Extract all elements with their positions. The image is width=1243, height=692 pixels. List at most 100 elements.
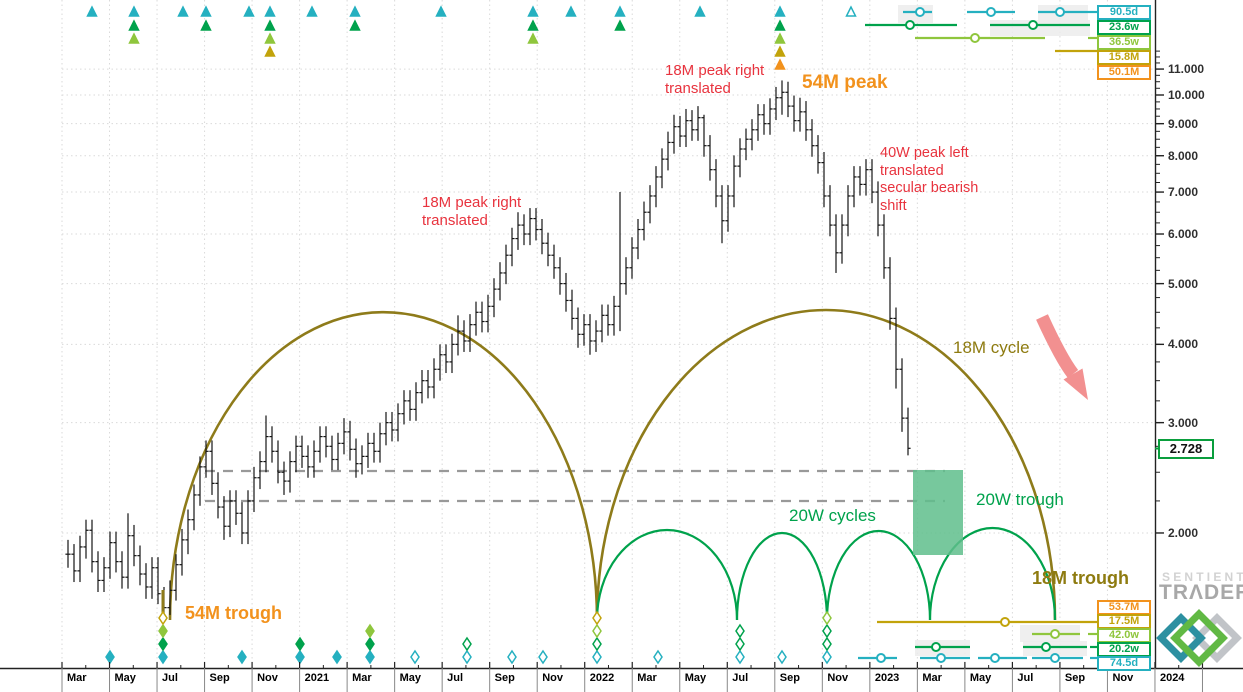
cycle-annotation[interactable]: 18M peak right translated bbox=[422, 194, 522, 230]
bearish-arrow-head[interactable] bbox=[1063, 368, 1089, 401]
cycle-projection-handle[interactable] bbox=[876, 653, 886, 663]
cycle-peak-marker bbox=[264, 5, 276, 17]
cycle-period-label[interactable]: 90.5d bbox=[1097, 5, 1151, 20]
cycle-projection-handle[interactable] bbox=[1050, 629, 1060, 639]
cycle-annotation[interactable]: 54M peak bbox=[802, 72, 888, 93]
cycle-annotation[interactable]: 20W cycles bbox=[789, 506, 876, 525]
time-axis-label: Nov bbox=[827, 672, 849, 684]
time-axis-label: Sep bbox=[779, 672, 800, 684]
cycle-peak-marker bbox=[349, 5, 361, 17]
cycle-projection-handle[interactable] bbox=[1055, 7, 1065, 17]
cycle-trough-marker bbox=[237, 649, 247, 665]
cycle-projection-handle[interactable] bbox=[986, 7, 996, 17]
cycle-window-highlight bbox=[990, 20, 1090, 36]
time-axis-label: Jul bbox=[447, 672, 464, 684]
cycle-trough-marker bbox=[592, 649, 602, 665]
cycle-trough-marker bbox=[158, 649, 168, 665]
price-axis-label: 7.000 bbox=[1168, 185, 1199, 200]
cycle-projection-handle[interactable] bbox=[990, 653, 1000, 663]
cycle-peak-marker bbox=[177, 5, 189, 17]
cycle-period-label[interactable]: 23.6w bbox=[1097, 20, 1151, 35]
price-axis-label: 5.000 bbox=[1168, 276, 1199, 291]
cycle-trough-marker bbox=[592, 636, 602, 652]
cycle-period-label[interactable]: 53.7M bbox=[1097, 599, 1151, 615]
cycle-peak-marker bbox=[774, 32, 786, 44]
cycle-peak-marker bbox=[845, 5, 857, 17]
cycle-trough-marker bbox=[158, 623, 168, 639]
cycle-period-label[interactable]: 74.5d bbox=[1097, 655, 1151, 671]
cycle-period-label[interactable]: 17.5M bbox=[1097, 613, 1151, 629]
time-axis-label: Sep bbox=[1064, 672, 1086, 684]
cycle-projection-handle[interactable] bbox=[1028, 20, 1038, 30]
cycle-trough-marker bbox=[410, 649, 420, 665]
cycle-peak-marker bbox=[774, 58, 786, 70]
trough-zone-rect bbox=[913, 470, 963, 555]
cycle-trough-marker bbox=[822, 636, 832, 652]
cycle-peak-marker bbox=[614, 5, 626, 17]
cycle-projection-handle[interactable] bbox=[905, 20, 915, 30]
price-axis-label: 10.000 bbox=[1168, 88, 1205, 102]
time-axis-label: Jul bbox=[162, 672, 178, 684]
cycle-peak-marker bbox=[565, 5, 577, 17]
time-axis-label: May bbox=[114, 672, 136, 684]
time-axis-label: Sep bbox=[209, 672, 230, 684]
cycle-arc-18M bbox=[595, 308, 1057, 621]
cycle-peak-marker bbox=[243, 5, 255, 17]
cycle-trough-marker bbox=[822, 610, 832, 626]
cycle-projection-handle[interactable] bbox=[931, 642, 941, 652]
cycle-peak-marker bbox=[694, 5, 706, 17]
time-axis-label: Jul bbox=[1017, 672, 1034, 684]
cycle-peak-marker bbox=[264, 45, 276, 57]
cycle-projection-handle[interactable] bbox=[936, 653, 946, 663]
cycle-annotation[interactable]: 54M trough bbox=[185, 603, 282, 623]
bearish-arrow[interactable] bbox=[1036, 314, 1079, 378]
cycle-annotation[interactable]: 18M cycle bbox=[953, 338, 1030, 357]
cycle-annotation[interactable]: 18M peak right translated bbox=[665, 62, 765, 98]
price-axis-label: 11.000 bbox=[1168, 62, 1205, 77]
time-axis-label: Mar bbox=[922, 672, 942, 684]
cycle-trough-marker bbox=[735, 636, 745, 652]
cycle-arc-20W bbox=[928, 526, 1057, 621]
cycle-trough-marker bbox=[735, 623, 745, 639]
time-axis-label: Nov bbox=[257, 672, 278, 684]
cycle-annotation[interactable]: 20W trough bbox=[976, 490, 1064, 509]
time-axis-label: Mar bbox=[352, 672, 372, 684]
cycle-trough-marker bbox=[822, 623, 832, 639]
cycle-peak-marker bbox=[774, 45, 786, 57]
time-axis-label: Nov bbox=[1112, 672, 1134, 684]
cycle-peak-marker bbox=[527, 19, 539, 31]
cycle-projection-handle[interactable] bbox=[1000, 617, 1010, 627]
cycle-peak-marker bbox=[306, 5, 318, 17]
time-axis-label: 2024 bbox=[1159, 672, 1185, 684]
cycle-peak-marker bbox=[128, 32, 140, 44]
price-axis-label: 6.000 bbox=[1168, 227, 1199, 241]
logo-text-sentient: SENTIENT bbox=[1162, 570, 1243, 584]
cycle-projection-handle[interactable] bbox=[970, 33, 980, 43]
cycle-trough-marker bbox=[365, 636, 375, 652]
cycle-annotation[interactable]: 18M trough bbox=[1032, 568, 1129, 588]
cycle-arc-20W bbox=[735, 531, 829, 621]
price-axis-label: 8.000 bbox=[1168, 148, 1199, 163]
cycle-period-label[interactable]: 42.0w bbox=[1097, 627, 1151, 643]
cycle-period-label[interactable]: 50.1M bbox=[1097, 65, 1151, 80]
cycle-trough-marker bbox=[507, 649, 517, 665]
cycle-peak-marker bbox=[774, 5, 786, 17]
cycle-annotation[interactable]: 40W peak left translated secular bearish… bbox=[880, 145, 979, 215]
cycle-period-label[interactable]: 15.8M bbox=[1097, 50, 1151, 65]
cycle-projection-handle[interactable] bbox=[1041, 642, 1051, 652]
cycle-trough-marker bbox=[295, 636, 305, 652]
price-axis-label: 3.000 bbox=[1168, 415, 1199, 430]
logo-diamond-icon bbox=[1156, 613, 1206, 663]
cycle-projection-handle[interactable] bbox=[1050, 653, 1060, 663]
logo-diamond-icon bbox=[1170, 609, 1228, 667]
time-axis-label: Mar bbox=[67, 672, 87, 684]
time-axis-label: 2023 bbox=[874, 672, 900, 684]
cycle-projection-handle[interactable] bbox=[915, 7, 925, 17]
cycle-period-label[interactable]: 36.5w bbox=[1097, 35, 1151, 50]
time-axis-label: Mar bbox=[637, 672, 657, 684]
logo-text-trader: TRΛDER bbox=[1159, 581, 1243, 604]
cycle-period-label[interactable]: 20.2w bbox=[1097, 641, 1151, 657]
cycle-peak-marker bbox=[614, 19, 626, 31]
